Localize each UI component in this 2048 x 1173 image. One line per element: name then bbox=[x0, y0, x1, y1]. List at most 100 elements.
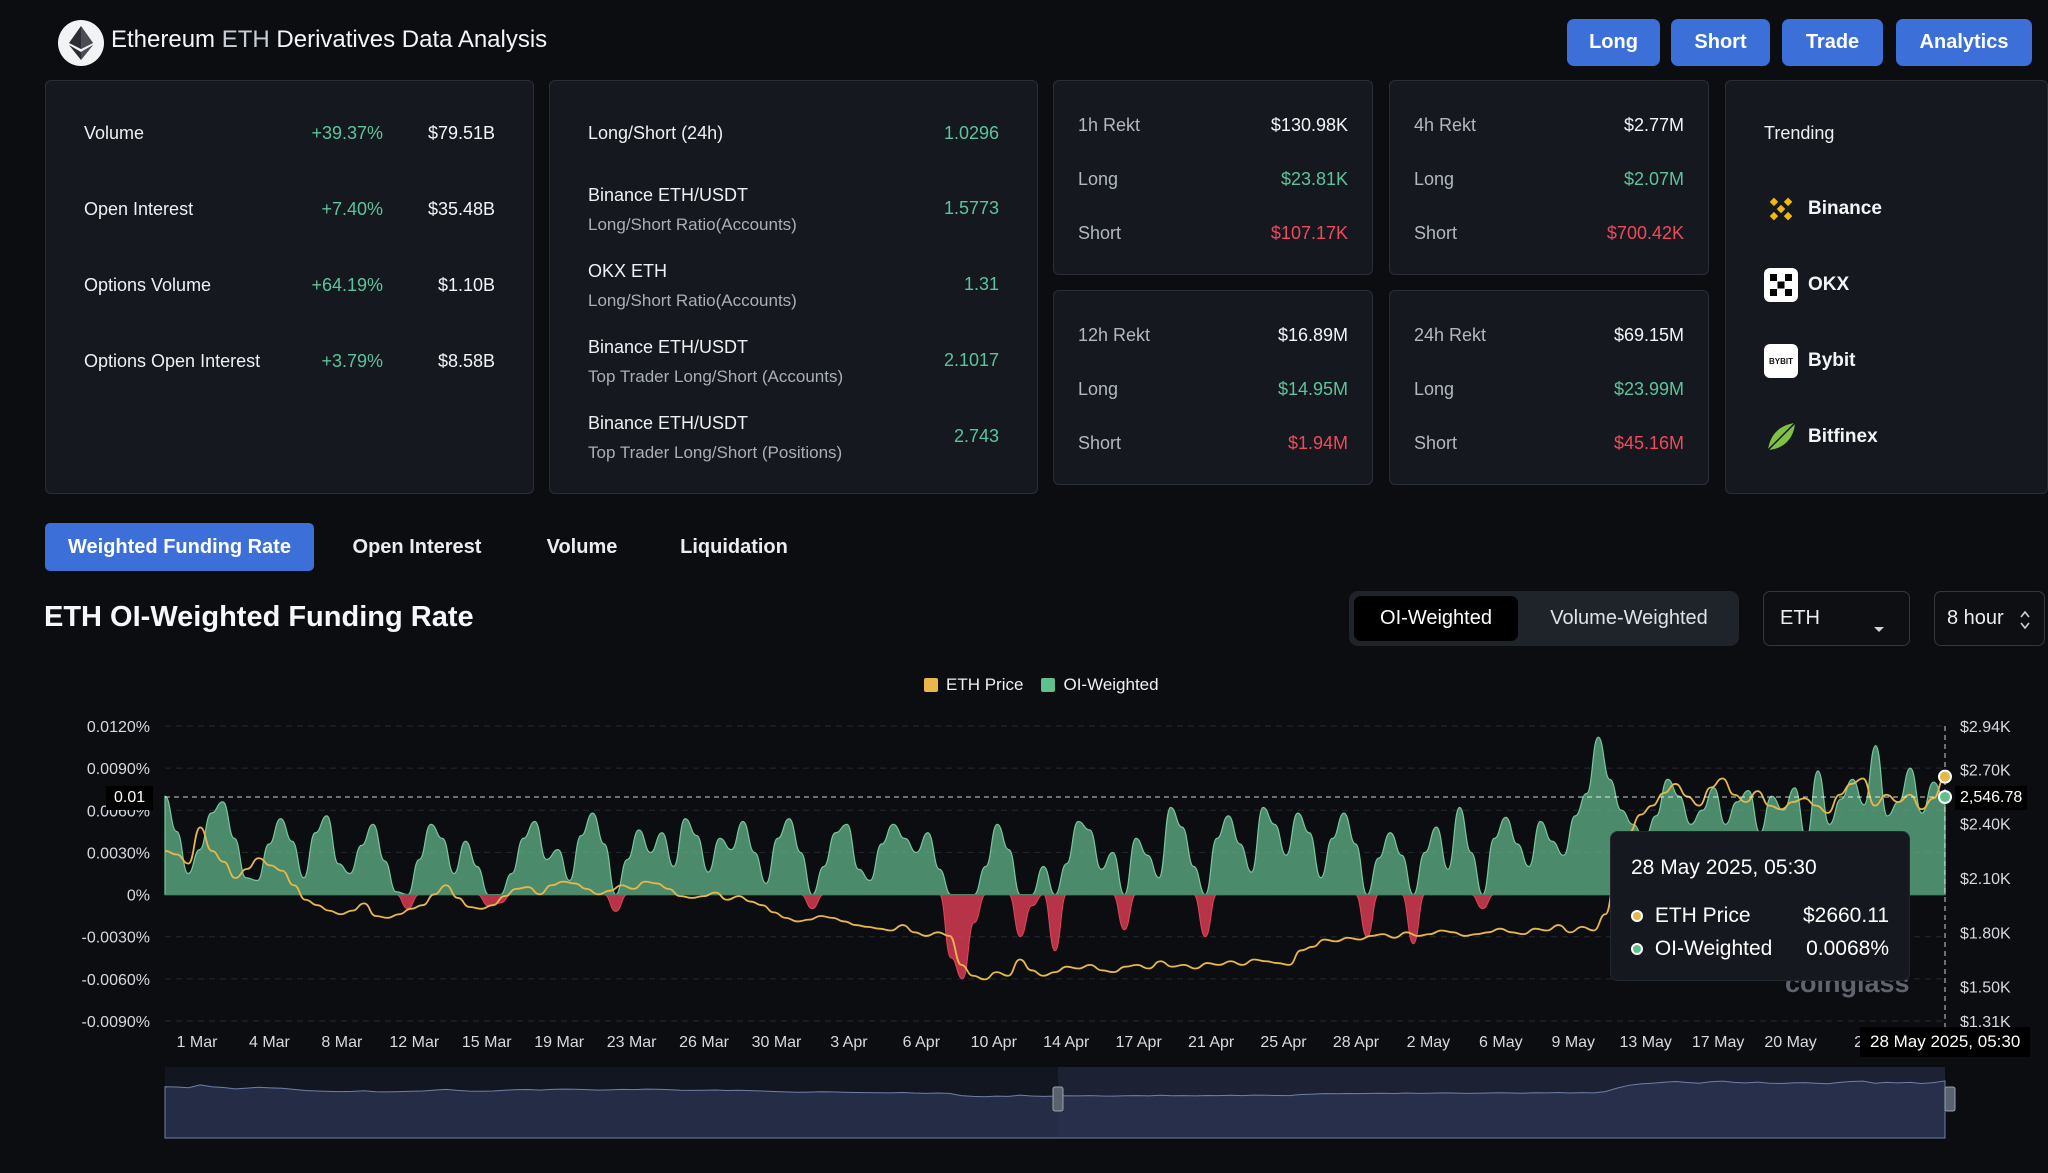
x-tick-label: 30 Mar bbox=[752, 1034, 802, 1051]
oi-weighted-button[interactable]: OI-Weighted bbox=[1354, 596, 1518, 641]
overview-change: +7.40% bbox=[321, 199, 383, 219]
legend-swatch bbox=[924, 678, 938, 692]
overview-label: Options Open Interest bbox=[84, 351, 261, 371]
rekt-total: $2.77M bbox=[1623, 115, 1684, 135]
y-left-tick-label: 0.0090% bbox=[87, 761, 150, 778]
symbol-select-value: ETH bbox=[1780, 607, 1820, 629]
tooltip-label: ETH Price bbox=[1654, 904, 1751, 927]
rekt-long-label: Long bbox=[1414, 169, 1455, 189]
rekt-card-12h: 12h Rekt $16.89M Long $14.95M Short $1.94M bbox=[1053, 290, 1373, 485]
rekt-card-24h: 24h Rekt $69.15M Long $23.99M Short $45.16M bbox=[1389, 290, 1709, 485]
weighting-toggle: OI-Weighted Volume-Weighted bbox=[1349, 591, 1739, 646]
x-tick-label: 20 May bbox=[1764, 1034, 1816, 1051]
y-left-tick-label: 0.0030% bbox=[87, 845, 150, 862]
rekt-title: 24h Rekt bbox=[1414, 325, 1487, 345]
volume-weighted-button[interactable]: Volume-Weighted bbox=[1550, 607, 1708, 629]
tab-open-interest[interactable]: Open Interest bbox=[352, 535, 482, 558]
ratio-sublabel: Top Trader Long/Short (Positions) bbox=[588, 443, 843, 462]
rekt-total: $130.98K bbox=[1270, 115, 1348, 135]
eth-price-line bbox=[164, 775, 1946, 981]
trending-item-bybit[interactable]: BYBIT Bybit bbox=[1764, 344, 1856, 378]
legend-label: OI-Weighted bbox=[1063, 675, 1159, 694]
y-left-tick-label: -0.0090% bbox=[82, 1014, 151, 1031]
x-tick-label: 9 May bbox=[1551, 1034, 1595, 1051]
ratio-label: OKX ETH bbox=[588, 261, 668, 281]
bybit-icon: BYBIT bbox=[1764, 344, 1798, 378]
tab-liquidation[interactable]: Liquidation bbox=[680, 535, 788, 558]
x-tick-label: 4 Mar bbox=[249, 1034, 291, 1051]
y-left-tick-label: -0.0030% bbox=[82, 930, 151, 947]
chevron-down-icon bbox=[1873, 616, 1885, 639]
rekt-title: 1h Rekt bbox=[1078, 115, 1141, 135]
x-tick-label: 3 Apr bbox=[830, 1034, 868, 1051]
legend-swatch bbox=[1041, 678, 1056, 692]
ratio-label: Long/Short (24h) bbox=[588, 123, 724, 143]
rekt-card-1h: 1h Rekt $130.98K Long $23.81K Short $107.17… bbox=[1053, 80, 1373, 275]
rekt-long: $14.95M bbox=[1277, 379, 1348, 399]
rekt-long-label: Long bbox=[1078, 379, 1119, 399]
y-right-tick-label: $2.94K bbox=[1960, 719, 2011, 736]
interval-select-value: 8 hour bbox=[1947, 607, 2004, 629]
ratio-label: Binance ETH/USDT bbox=[588, 413, 749, 433]
legend-label: ETH Price bbox=[946, 675, 1024, 694]
rekt-short: $45.16M bbox=[1613, 433, 1684, 453]
tooltip-row-oi-weighted: OI-Weighted 0.0068% bbox=[1631, 937, 1889, 961]
eth-price-marker bbox=[1938, 769, 1952, 784]
x-tick-label: 1 Mar bbox=[177, 1034, 219, 1051]
symbol-select[interactable]: ETH bbox=[1763, 591, 1910, 646]
trending-item-binance[interactable]: Binance bbox=[1764, 192, 1882, 226]
okx-icon bbox=[1764, 268, 1798, 302]
rekt-short: $107.17K bbox=[1270, 223, 1348, 243]
rekt-short-label: Short bbox=[1414, 223, 1458, 243]
trending-item-bitfinex[interactable]: Bitfinex bbox=[1764, 420, 1878, 454]
stepper-icon bbox=[2020, 609, 2030, 637]
long-button[interactable]: Long bbox=[1567, 19, 1660, 66]
title-main: Ethereum bbox=[111, 26, 216, 53]
x-tick-label: 28 Apr bbox=[1333, 1034, 1380, 1051]
interval-select[interactable]: 8 hour bbox=[1934, 591, 2045, 646]
title-rest: Derivatives Data Analysis bbox=[276, 26, 548, 53]
chart-title: ETH OI-Weighted Funding Rate bbox=[44, 601, 474, 633]
oi-weighted-marker bbox=[1938, 790, 1952, 804]
overview-value: $79.51B bbox=[427, 123, 495, 143]
x-tick-label: 17 Apr bbox=[1116, 1034, 1163, 1051]
rekt-title: 12h Rekt bbox=[1078, 325, 1151, 345]
x-tick-label: 6 Apr bbox=[903, 1034, 941, 1051]
legend-item-oi-weighted[interactable]: OI-Weighted bbox=[1041, 675, 1159, 695]
oi-weighted-positive-area bbox=[164, 736, 1946, 896]
tab-weighted-funding-rate[interactable]: Weighted Funding Rate bbox=[45, 523, 314, 571]
header: Ethereum ETH Derivatives Data Analysis L… bbox=[0, 0, 2048, 82]
ratio-sublabel: Long/Short Ratio(Accounts) bbox=[588, 291, 797, 310]
y-right-tick-label: $1.80K bbox=[1960, 925, 2011, 942]
analytics-button[interactable]: Analytics bbox=[1896, 19, 2032, 66]
ratio-value: 1.31 bbox=[963, 274, 999, 294]
rekt-long-label: Long bbox=[1078, 169, 1119, 189]
x-tick-label: 26 Mar bbox=[679, 1034, 729, 1051]
rekt-total: $16.89M bbox=[1277, 325, 1348, 345]
trending-item-okx[interactable]: OKX bbox=[1764, 268, 1849, 302]
range-slider-handle[interactable] bbox=[1052, 1086, 1064, 1112]
title-symbol: ETH bbox=[221, 26, 270, 53]
trending-title: Trending bbox=[1764, 123, 1835, 143]
tab-volume[interactable]: Volume bbox=[546, 535, 618, 558]
overview-label: Options Volume bbox=[84, 275, 212, 295]
x-tick-label: 25 Apr bbox=[1260, 1034, 1307, 1051]
short-button[interactable]: Short bbox=[1671, 19, 1770, 66]
tooltip-dot bbox=[1631, 910, 1643, 923]
rekt-title: 4h Rekt bbox=[1414, 115, 1477, 135]
y-right-tick-label: $2.10K bbox=[1960, 871, 2011, 888]
legend-item-eth-price[interactable]: ETH Price bbox=[924, 675, 1023, 695]
overview-change: +39.37% bbox=[311, 123, 383, 143]
x-tick-label: 21 Apr bbox=[1188, 1034, 1235, 1051]
ratios-card: Long/Short (24h) 1.0296 Binance ETH/USDT… bbox=[549, 80, 1038, 494]
trade-button[interactable]: Trade bbox=[1782, 19, 1883, 66]
rekt-total: $69.15M bbox=[1613, 325, 1684, 345]
page-title: Ethereum ETH Derivatives Data Analysis bbox=[111, 26, 547, 54]
overview-value: $35.48B bbox=[427, 199, 495, 219]
ratio-value: 1.0296 bbox=[943, 123, 999, 143]
ethereum-logo-icon bbox=[58, 20, 104, 66]
ratio-label: Binance ETH/USDT bbox=[588, 337, 749, 357]
range-slider-handle[interactable] bbox=[1944, 1086, 1956, 1112]
trending-item-label: OKX bbox=[1808, 274, 1850, 295]
